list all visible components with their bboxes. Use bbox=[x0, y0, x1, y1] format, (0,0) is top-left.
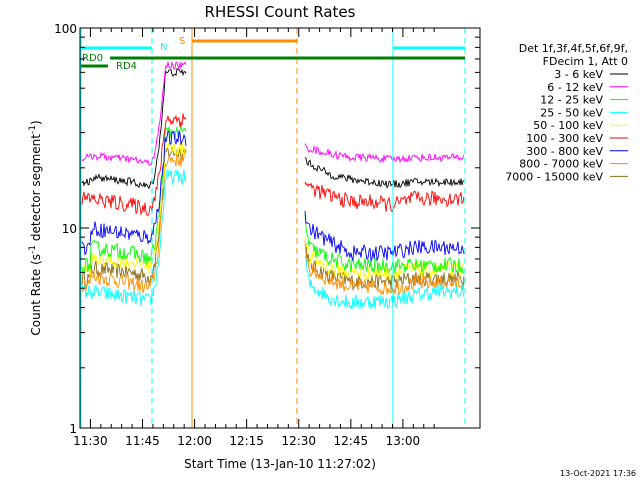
series-line-3-post-gap bbox=[304, 255, 465, 310]
x-tick-label: 11:45 bbox=[125, 434, 160, 448]
legend-entry-label: 3 - 6 keV bbox=[554, 68, 603, 81]
series-line-8-pre-gap bbox=[81, 147, 187, 287]
axis-layer: 11:30 11:45 12:00 12:15 12:30 12:45 13:00 1 10 10… bbox=[54, 22, 480, 448]
legend-entry-label: 7000 - 15000 keV bbox=[505, 170, 603, 183]
legend-entry-label: 800 - 7000 keV bbox=[519, 158, 603, 171]
series-line-4-post-gap bbox=[304, 235, 465, 281]
chart-title: RHESSI Count Rates bbox=[205, 3, 356, 21]
series-line-1-post-gap bbox=[304, 143, 465, 164]
y-axis-label: Count Rate (s-1 detector segment-1) bbox=[28, 120, 43, 335]
series-line-0-post-gap bbox=[304, 156, 465, 189]
x-axis-label: Start Time (13-Jan-10 11:27:02) bbox=[184, 457, 376, 471]
series-line-4-pre-gap bbox=[81, 140, 187, 278]
series-line-2-pre-gap bbox=[81, 124, 187, 274]
x-tick-label: 11:30 bbox=[73, 434, 108, 448]
series-line-0-pre-gap bbox=[81, 67, 187, 190]
legend-entry-label: 6 - 12 keV bbox=[547, 81, 603, 94]
data-layer bbox=[81, 60, 465, 310]
night-label: N bbox=[160, 42, 167, 53]
timestamp: 13-Oct-2021 17:36 bbox=[560, 469, 636, 478]
legend-header-line-1: Det 1f,3f,4f,5f,6f,9f, bbox=[519, 42, 628, 55]
legend-entry-label: 50 - 100 keV bbox=[533, 119, 603, 132]
series-line-2-post-gap bbox=[304, 214, 465, 274]
legend-entry-label: 300 - 800 keV bbox=[526, 145, 603, 158]
y-tick-label: 1 bbox=[69, 422, 77, 436]
legend-entry-label: 100 - 300 keV bbox=[526, 132, 603, 145]
x-tick-label: 12:00 bbox=[177, 434, 212, 448]
rd4-label: RD4 bbox=[116, 61, 137, 72]
plot-frame bbox=[79, 27, 481, 429]
legend-entry-label: 25 - 50 keV bbox=[540, 106, 603, 119]
y-tick-label: 100 bbox=[54, 22, 77, 36]
rd0-label: RD0 bbox=[82, 53, 103, 64]
x-tick-label: 13:00 bbox=[386, 434, 421, 448]
series-line-7-post-gap bbox=[304, 240, 465, 296]
x-tick-label: 12:45 bbox=[334, 434, 369, 448]
x-tick-label: 12:15 bbox=[229, 434, 264, 448]
x-tick-label: 12:30 bbox=[281, 434, 316, 448]
saa-label: S bbox=[179, 36, 185, 47]
legend-header-line-2: FDecim 1, Att 0 bbox=[543, 55, 628, 68]
annotation-layer: N S RD0 RD4 bbox=[80, 28, 466, 428]
series-line-6-post-gap bbox=[304, 210, 465, 263]
series-line-5-post-gap bbox=[304, 181, 465, 213]
legend-entry-label: 12 - 25 keV bbox=[540, 94, 603, 107]
y-tick-label: 10 bbox=[62, 222, 77, 236]
series-line-3-pre-gap bbox=[81, 169, 187, 306]
legend: Det 1f,3f,4f,5f,6f,9f, FDecim 1, Att 0 3… bbox=[505, 42, 628, 183]
series-line-1-pre-gap bbox=[81, 60, 187, 166]
series-line-5-pre-gap bbox=[81, 113, 187, 216]
series-line-6-pre-gap bbox=[81, 129, 187, 256]
